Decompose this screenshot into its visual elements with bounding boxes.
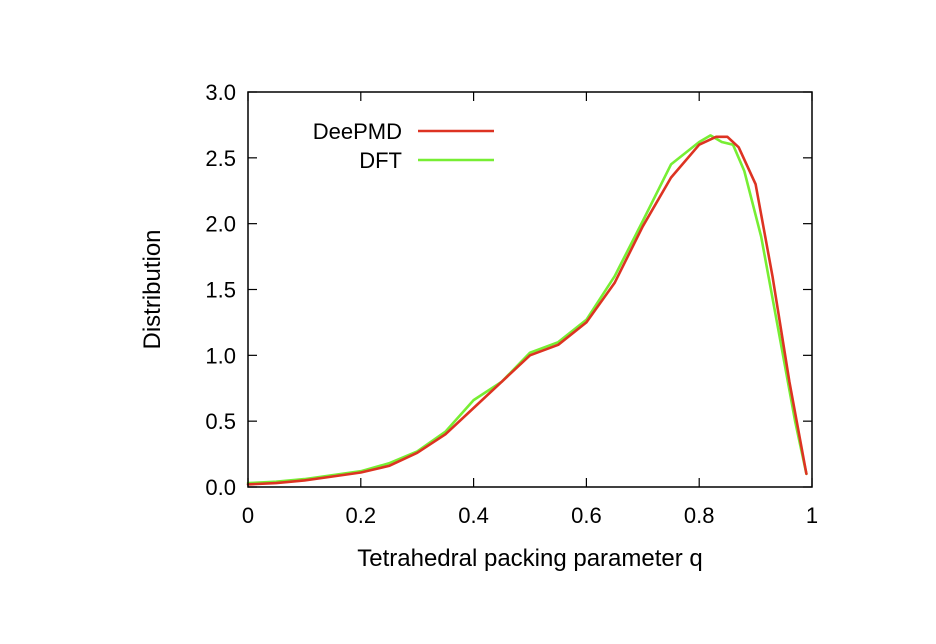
plot-frame — [247, 91, 813, 488]
y-tick-label: 0.5 — [205, 409, 236, 434]
legend: DeePMD DFT — [313, 119, 494, 173]
series-layer — [246, 134, 808, 486]
y-tick-label: 2.5 — [205, 146, 236, 171]
ticks-layer: 0 0.2 0.4 0.6 0.8 1 0.0 0.5 1.0 1.5 2.0 2.5 3.0 — [205, 80, 818, 528]
x-tick-label: 0.4 — [458, 503, 489, 528]
series-line-deepmd — [246, 135, 808, 486]
y-tick-label: 0.0 — [205, 475, 236, 500]
y-axis-title: Distribution — [139, 229, 166, 349]
legend-label: DeePMD — [313, 119, 402, 144]
legend-label: DFT — [359, 148, 402, 173]
x-tick-label: 0.6 — [571, 503, 602, 528]
x-tick-label: 0 — [242, 503, 254, 528]
x-tick-label: 1 — [806, 503, 818, 528]
y-tick-label: 3.0 — [205, 80, 236, 105]
x-axis-title: Tetrahedral packing parameter q — [357, 545, 703, 572]
x-tick-label: 0.8 — [684, 503, 715, 528]
series-line-dft — [246, 134, 808, 485]
x-tick-label: 0.2 — [346, 503, 377, 528]
y-tick-label: 2.0 — [205, 212, 236, 237]
y-tick-label: 1.5 — [205, 278, 236, 303]
y-tick-label: 1.0 — [205, 343, 236, 368]
